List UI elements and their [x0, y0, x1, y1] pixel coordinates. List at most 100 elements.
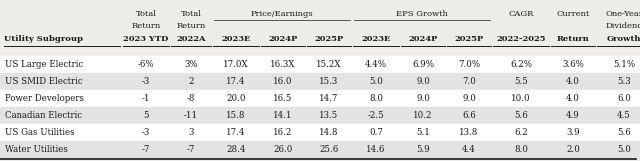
- Text: 3%: 3%: [184, 60, 198, 69]
- Text: 4.5: 4.5: [617, 111, 631, 120]
- Text: 4.4%: 4.4%: [365, 60, 387, 69]
- Text: 2023 YTD: 2023 YTD: [124, 35, 169, 43]
- Text: 14.7: 14.7: [319, 94, 339, 103]
- Text: 13.8: 13.8: [460, 128, 479, 137]
- Text: 17.4: 17.4: [227, 128, 246, 137]
- Text: 2025P: 2025P: [454, 35, 484, 43]
- Text: 15.8: 15.8: [227, 111, 246, 120]
- Text: 4.9: 4.9: [566, 111, 580, 120]
- Bar: [0, 73, 640, 90]
- Text: 5.0: 5.0: [617, 145, 631, 154]
- Text: 16.0: 16.0: [273, 77, 292, 86]
- Text: 9.0: 9.0: [416, 94, 430, 103]
- Text: 5.3: 5.3: [617, 77, 631, 86]
- Text: 16.2: 16.2: [273, 128, 292, 137]
- Text: 17.0X: 17.0X: [223, 60, 249, 69]
- Text: 2.0: 2.0: [566, 145, 580, 154]
- Text: 13.5: 13.5: [319, 111, 339, 120]
- Bar: [0, 56, 640, 73]
- Text: 5.1: 5.1: [416, 128, 430, 137]
- Text: 5.1%: 5.1%: [613, 60, 635, 69]
- Text: 6.9%: 6.9%: [412, 60, 434, 69]
- Text: 3.9: 3.9: [566, 128, 580, 137]
- Text: -6%: -6%: [138, 60, 154, 69]
- Text: 2024P: 2024P: [268, 35, 298, 43]
- Text: 3: 3: [188, 128, 194, 137]
- Text: -1: -1: [141, 94, 150, 103]
- Text: 20.0: 20.0: [227, 94, 246, 103]
- Bar: [0, 124, 640, 141]
- Text: Current: Current: [556, 10, 589, 18]
- Text: 15.2X: 15.2X: [316, 60, 342, 69]
- Text: CAGR: CAGR: [508, 10, 534, 18]
- Text: 28.4: 28.4: [227, 145, 246, 154]
- Text: Growth: Growth: [607, 35, 640, 43]
- Text: 2024P: 2024P: [408, 35, 438, 43]
- Text: 3.6%: 3.6%: [562, 60, 584, 69]
- Text: US SMID Electric: US SMID Electric: [5, 77, 83, 86]
- Text: 14.8: 14.8: [319, 128, 339, 137]
- Text: 2023E: 2023E: [362, 35, 390, 43]
- Text: 5.0: 5.0: [369, 77, 383, 86]
- Text: 15.3: 15.3: [319, 77, 339, 86]
- Text: US Gas Utilities: US Gas Utilities: [5, 128, 75, 137]
- Text: 9.0: 9.0: [416, 77, 430, 86]
- Text: Price/Earnings: Price/Earnings: [251, 10, 314, 18]
- Bar: [0, 107, 640, 124]
- Text: 5.5: 5.5: [514, 77, 528, 86]
- Text: 10.2: 10.2: [413, 111, 433, 120]
- Text: 14.6: 14.6: [366, 145, 386, 154]
- Text: 6.6: 6.6: [462, 111, 476, 120]
- Text: 4.0: 4.0: [566, 77, 580, 86]
- Text: -7: -7: [187, 145, 195, 154]
- Text: US Large Electric: US Large Electric: [5, 60, 83, 69]
- Text: Return: Return: [557, 35, 589, 43]
- Text: 5: 5: [143, 111, 148, 120]
- Text: 6.2: 6.2: [514, 128, 528, 137]
- Text: Return: Return: [177, 22, 205, 30]
- Text: 25.6: 25.6: [319, 145, 339, 154]
- Text: 5.6: 5.6: [617, 128, 631, 137]
- Text: 6.2%: 6.2%: [510, 60, 532, 69]
- Bar: [0, 90, 640, 107]
- Text: 2022-2025: 2022-2025: [496, 35, 546, 43]
- Text: 7.0%: 7.0%: [458, 60, 480, 69]
- Text: 16.5: 16.5: [273, 94, 292, 103]
- Text: -3: -3: [142, 128, 150, 137]
- Text: 16.3X: 16.3X: [270, 60, 296, 69]
- Text: -7: -7: [142, 145, 150, 154]
- Text: 26.0: 26.0: [273, 145, 292, 154]
- Text: Return: Return: [131, 22, 161, 30]
- Text: Canadian Electric: Canadian Electric: [5, 111, 82, 120]
- Text: 6.0: 6.0: [617, 94, 631, 103]
- Bar: [0, 141, 640, 158]
- Text: 4.4: 4.4: [462, 145, 476, 154]
- Text: Utility Subgroup: Utility Subgroup: [4, 35, 83, 43]
- Text: 8.0: 8.0: [369, 94, 383, 103]
- Text: 5.6: 5.6: [514, 111, 528, 120]
- Text: Water Utilities: Water Utilities: [5, 145, 68, 154]
- Text: 9.0: 9.0: [462, 94, 476, 103]
- Text: 2023E: 2023E: [221, 35, 251, 43]
- Text: -3: -3: [142, 77, 150, 86]
- Text: One-Year: One-Year: [605, 10, 640, 18]
- Text: 17.4: 17.4: [227, 77, 246, 86]
- Text: 4.0: 4.0: [566, 94, 580, 103]
- Text: -8: -8: [187, 94, 195, 103]
- Text: 10.0: 10.0: [511, 94, 531, 103]
- Text: 5.9: 5.9: [416, 145, 430, 154]
- Text: 2: 2: [188, 77, 194, 86]
- Text: Power Developers: Power Developers: [5, 94, 84, 103]
- Text: EPS Growth: EPS Growth: [396, 10, 448, 18]
- Text: 7.0: 7.0: [462, 77, 476, 86]
- Text: 14.1: 14.1: [273, 111, 292, 120]
- Text: Total: Total: [180, 10, 202, 18]
- Text: 0.7: 0.7: [369, 128, 383, 137]
- Text: 2022A: 2022A: [176, 35, 205, 43]
- Text: -2.5: -2.5: [368, 111, 384, 120]
- Text: Total: Total: [136, 10, 157, 18]
- Text: 2025P: 2025P: [314, 35, 344, 43]
- Text: -11: -11: [184, 111, 198, 120]
- Text: Dividend: Dividend: [605, 22, 640, 30]
- Text: 8.0: 8.0: [514, 145, 528, 154]
